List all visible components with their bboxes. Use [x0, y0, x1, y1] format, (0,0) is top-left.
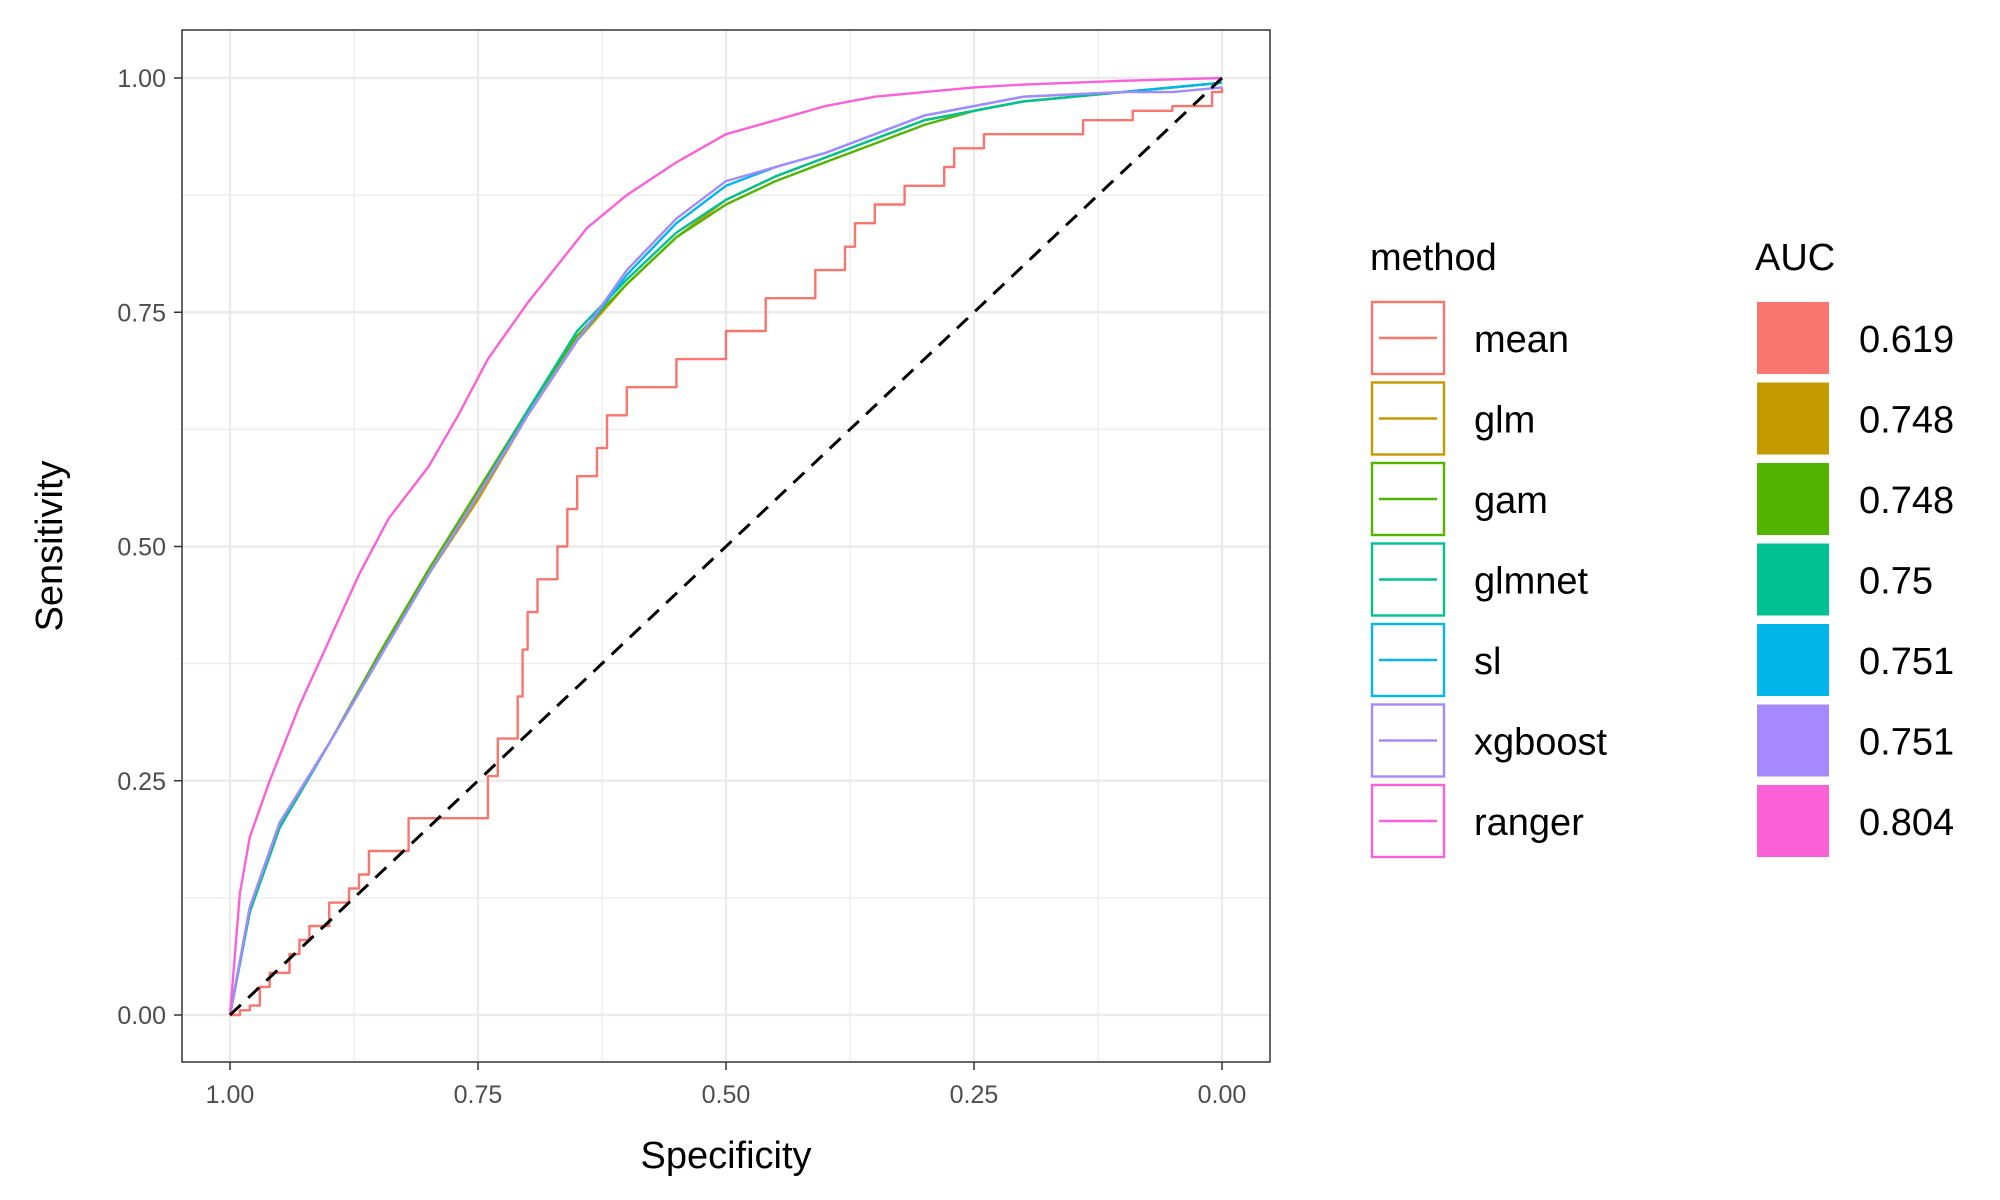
auc-swatch-glmnet — [1757, 543, 1829, 616]
legend-label-gam: gam — [1474, 480, 1548, 522]
legend-label-xgboost: xgboost — [1474, 722, 1608, 764]
x-axis-title: Specificity — [640, 1135, 811, 1177]
reference-diagonal-line — [228, 76, 1224, 1017]
y-tick-label: 0.00 — [117, 1002, 166, 1030]
auc-swatch-gam — [1757, 463, 1829, 535]
legend-items: mean 0.619 glm 0.748 gam 0.748 glmnet 0.75 sl 0.7… — [1370, 300, 1954, 859]
plot-lines — [228, 76, 1224, 1017]
x-axis: 1.00 0.75 0.50 0.25 0.00 — [206, 1062, 1247, 1109]
y-tick-label: 0.25 — [117, 768, 166, 796]
auc-swatch-xgboost — [1757, 704, 1829, 777]
legend-item-ranger: ranger 0.804 — [1370, 783, 1954, 859]
legend-title-auc: AUC — [1755, 237, 1835, 279]
x-tick-label: 1.00 — [206, 1081, 255, 1109]
x-tick-label: 0.00 — [1198, 1081, 1247, 1109]
legend-item-mean: mean 0.619 — [1370, 300, 1954, 376]
auc-value-mean: 0.619 — [1859, 319, 1954, 361]
auc-value-xgboost: 0.751 — [1859, 722, 1954, 764]
y-axis: 0.00 0.25 0.50 0.75 1.00 — [117, 65, 182, 1030]
x-tick-label: 0.75 — [454, 1081, 503, 1109]
auc-value-glmnet: 0.75 — [1859, 561, 1933, 603]
auc-swatch-glm — [1757, 382, 1829, 455]
auc-value-sl: 0.751 — [1859, 641, 1954, 683]
series-line-xgboost — [228, 86, 1223, 1016]
legend-label-sl: sl — [1474, 641, 1501, 683]
y-tick-label: 0.50 — [117, 534, 166, 562]
legend-item-sl: sl 0.751 — [1370, 622, 1954, 698]
auc-swatch-mean — [1757, 302, 1829, 374]
auc-value-gam: 0.748 — [1859, 480, 1954, 522]
y-axis-title: Sensitivity — [29, 460, 71, 631]
x-tick-label: 0.25 — [950, 1081, 999, 1109]
legend-label-mean: mean — [1474, 319, 1569, 361]
legend-label-glmnet: glmnet — [1474, 561, 1588, 603]
grid-lines — [182, 30, 1270, 1062]
x-tick-label: 0.50 — [702, 1081, 751, 1109]
auc-swatch-sl — [1757, 624, 1829, 696]
legend-label-ranger: ranger — [1474, 802, 1584, 844]
legend: method AUC mean 0.619 glm 0.748 gam 0.748 glmn… — [1370, 237, 1954, 859]
legend-item-glmnet: glmnet 0.75 — [1370, 542, 1933, 617]
legend-title-method: method — [1370, 237, 1497, 279]
legend-item-xgboost: xgboost 0.751 — [1370, 703, 1954, 778]
legend-item-gam: gam 0.748 — [1370, 461, 1954, 537]
series-line-ranger — [228, 76, 1223, 1016]
y-tick-label: 1.00 — [117, 65, 166, 93]
y-tick-label: 0.75 — [117, 299, 166, 327]
auc-swatch-ranger — [1757, 785, 1829, 857]
auc-value-ranger: 0.804 — [1859, 802, 1954, 844]
legend-label-glm: glm — [1474, 400, 1535, 442]
series-line-mean — [230, 87, 1224, 1017]
legend-item-glm: glm 0.748 — [1370, 381, 1954, 456]
auc-value-glm: 0.748 — [1859, 400, 1954, 442]
